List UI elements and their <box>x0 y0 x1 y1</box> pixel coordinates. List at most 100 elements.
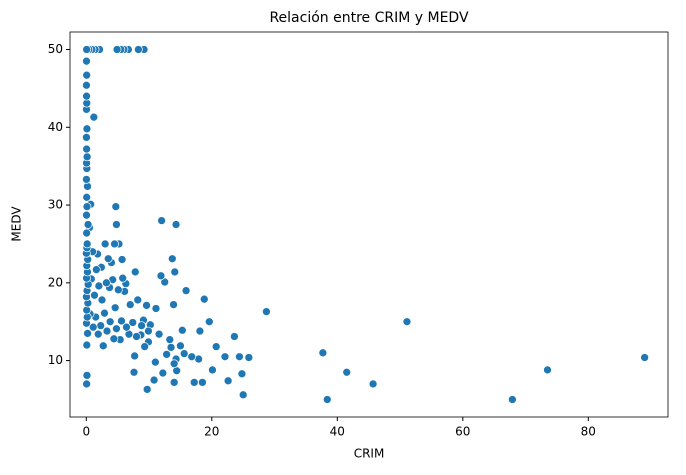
point <box>88 322 98 332</box>
point <box>111 202 121 211</box>
point <box>82 124 92 134</box>
point <box>112 220 121 229</box>
point <box>176 341 185 351</box>
point <box>96 321 106 330</box>
point <box>156 271 166 281</box>
point <box>151 304 161 313</box>
point <box>103 254 113 264</box>
point <box>125 300 135 309</box>
point <box>166 343 176 352</box>
point <box>113 285 123 295</box>
point <box>177 325 187 335</box>
point <box>82 379 91 389</box>
point <box>154 329 164 339</box>
point <box>169 378 179 387</box>
point <box>211 342 221 351</box>
point <box>134 45 143 54</box>
point <box>102 326 112 336</box>
point <box>100 239 110 249</box>
point <box>165 335 175 344</box>
chart-title: Relación entre CRIM y MEDV <box>269 10 468 26</box>
point <box>157 216 166 225</box>
point <box>82 192 92 202</box>
point <box>640 353 650 362</box>
point <box>82 340 92 350</box>
x-tick-label: 60 <box>455 425 470 439</box>
point <box>237 369 247 379</box>
x-tick-label: 20 <box>204 425 219 439</box>
point <box>133 295 143 305</box>
point <box>132 332 141 341</box>
x-tick-label: 0 <box>82 425 90 439</box>
point <box>105 317 115 327</box>
point <box>82 56 91 66</box>
point <box>142 385 152 394</box>
point <box>144 326 153 336</box>
point <box>100 308 109 318</box>
point <box>110 303 120 313</box>
point <box>199 294 209 304</box>
point <box>112 324 121 334</box>
point <box>82 70 92 80</box>
point <box>110 239 119 249</box>
point <box>109 334 119 344</box>
point <box>170 267 180 277</box>
point <box>82 45 91 54</box>
point <box>92 265 101 274</box>
point <box>150 357 160 367</box>
point <box>162 350 171 359</box>
point <box>230 332 239 341</box>
point <box>169 300 178 309</box>
point <box>83 329 92 338</box>
y-tick-label: 30 <box>48 198 63 212</box>
point <box>90 290 99 300</box>
point <box>128 318 138 327</box>
point <box>82 144 91 154</box>
point <box>118 273 128 283</box>
point <box>82 210 91 220</box>
y-tick-label: 10 <box>48 353 63 367</box>
point <box>198 378 207 387</box>
x-axis-label: CRIM <box>354 447 385 461</box>
y-tick-label: 50 <box>48 42 63 56</box>
point <box>137 321 146 330</box>
point <box>171 220 181 229</box>
point <box>181 286 191 295</box>
point <box>97 295 107 305</box>
point <box>189 378 199 387</box>
point <box>322 395 332 404</box>
point <box>82 80 91 90</box>
point <box>195 326 205 336</box>
point <box>223 376 233 386</box>
point <box>160 277 170 287</box>
point <box>82 371 92 380</box>
point <box>98 341 108 351</box>
point <box>83 220 93 229</box>
x-tick-label: 80 <box>581 425 596 439</box>
point <box>82 152 92 162</box>
point <box>262 307 271 316</box>
point <box>149 375 159 385</box>
point <box>82 228 91 238</box>
point <box>179 349 189 358</box>
point <box>508 395 517 404</box>
point <box>543 365 552 375</box>
point <box>82 239 92 249</box>
point <box>342 367 352 377</box>
point <box>169 359 179 369</box>
point <box>187 352 197 362</box>
y-tick-label: 20 <box>48 275 63 289</box>
point <box>112 45 122 54</box>
point <box>82 133 91 142</box>
point <box>142 301 151 310</box>
point <box>220 352 230 362</box>
point <box>82 305 92 315</box>
point <box>158 368 168 378</box>
point <box>129 367 139 377</box>
y-tick-label: 40 <box>48 120 63 134</box>
point <box>208 365 217 375</box>
point <box>238 390 248 400</box>
y-axis-label: MEDV <box>10 206 24 242</box>
